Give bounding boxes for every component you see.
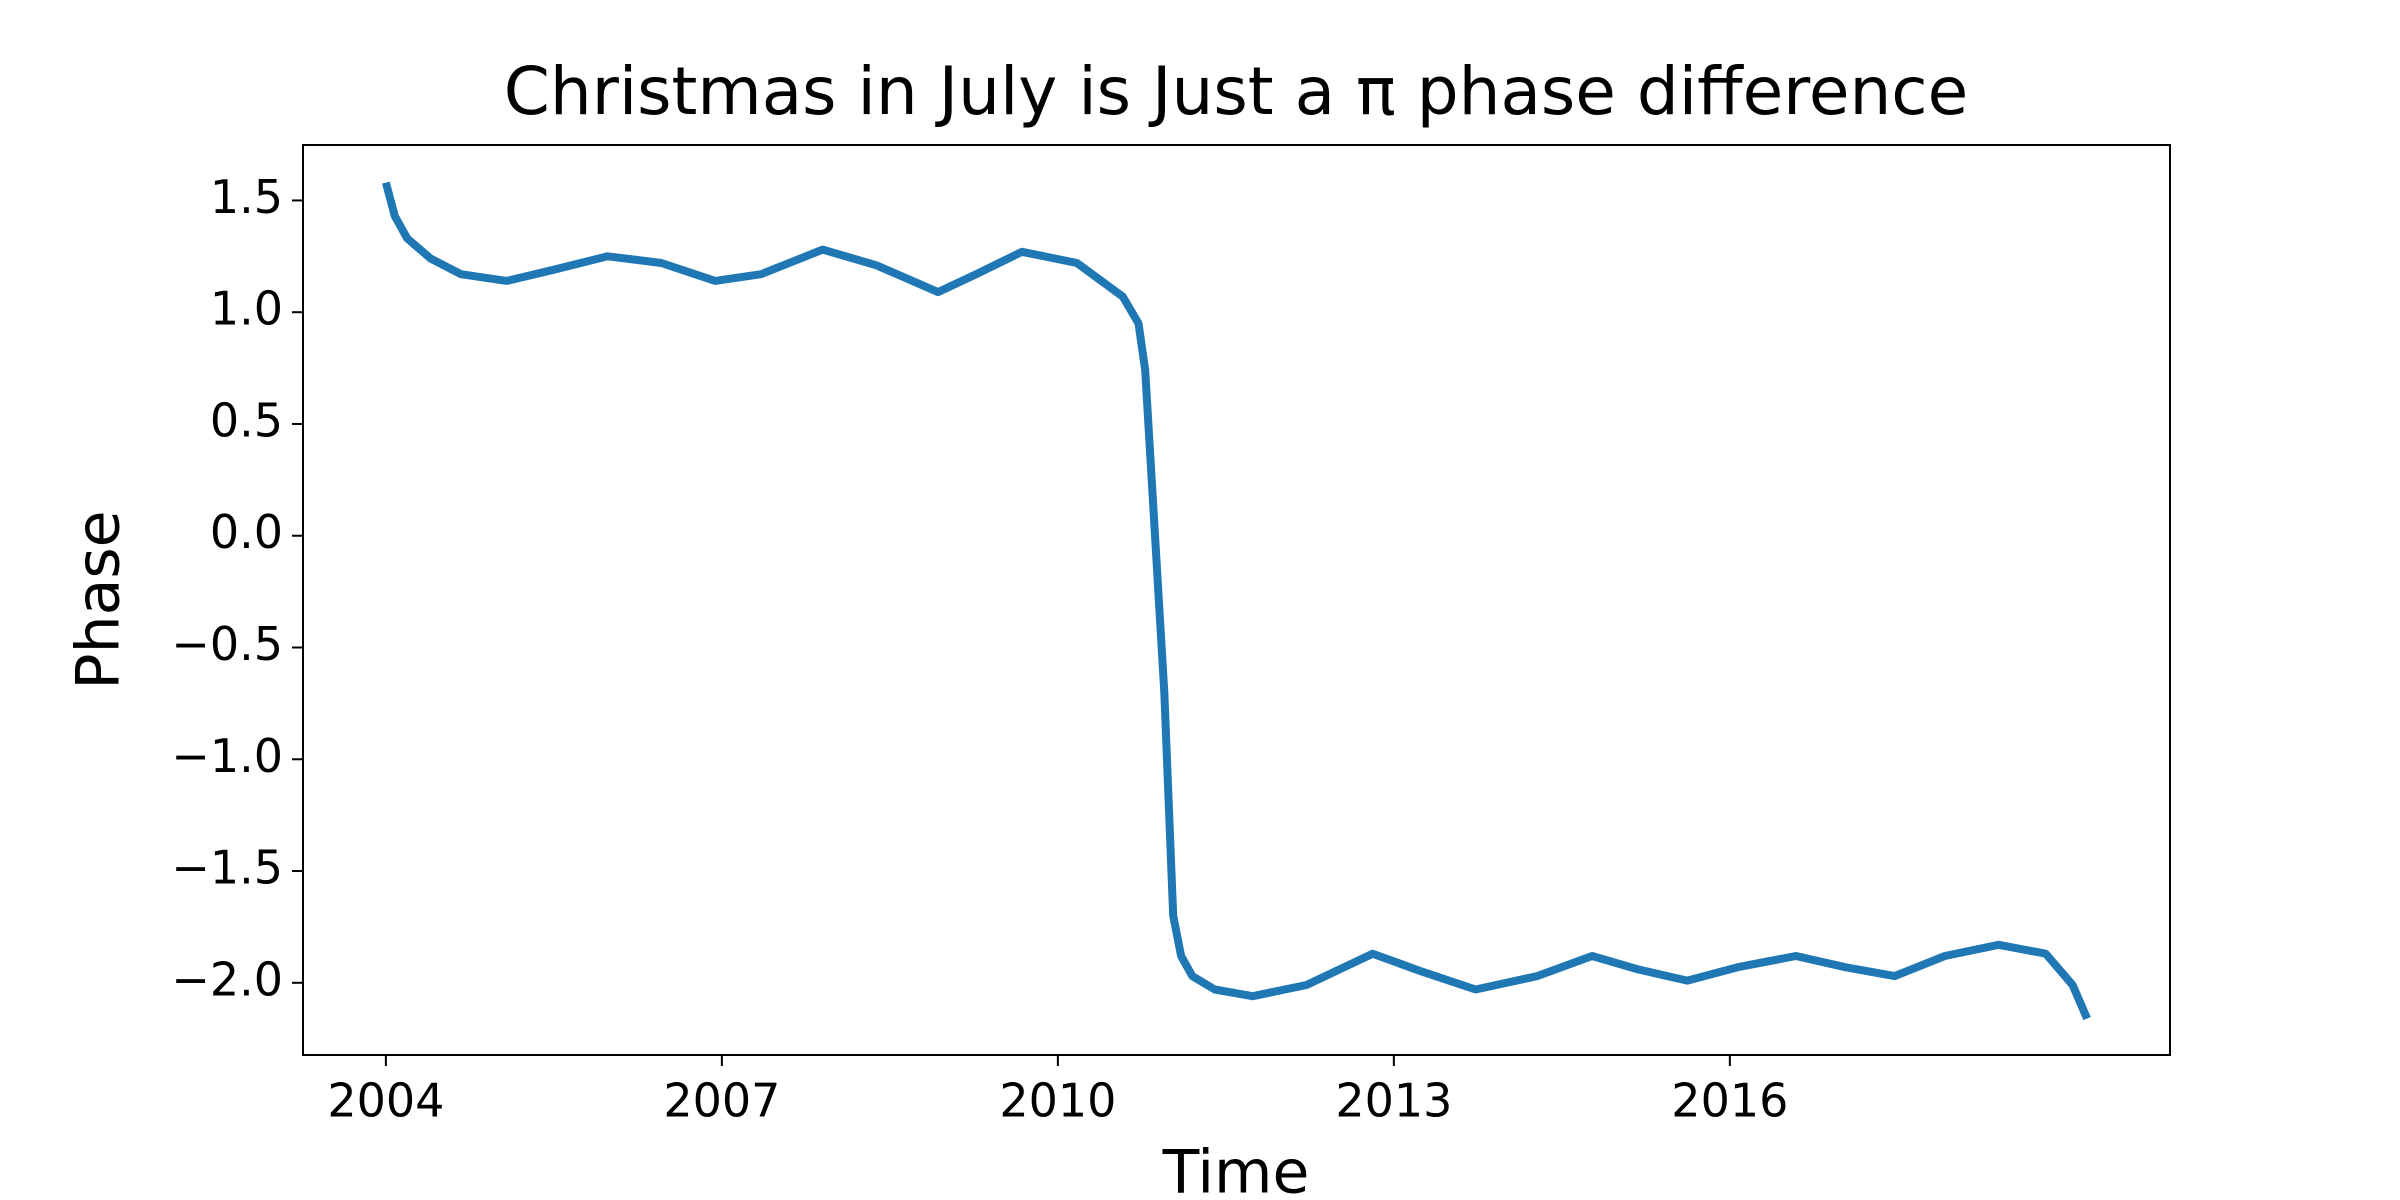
y-tick-label: 1.5	[210, 170, 283, 224]
x-tick-label: 2004	[327, 1074, 444, 1128]
y-tick-label: −1.0	[171, 729, 283, 783]
y-tick-label: 0.5	[210, 393, 283, 447]
x-tick-label: 2010	[999, 1074, 1116, 1128]
y-tick-label: 0.0	[210, 505, 283, 559]
x-tick-label: 2013	[1335, 1074, 1452, 1128]
y-tick-label: −1.5	[171, 841, 283, 895]
plot-frame	[302, 144, 2171, 1056]
y-tick-label: −2.0	[171, 952, 283, 1006]
x-tick-label: 2007	[663, 1074, 780, 1128]
y-axis-label: Phase	[64, 510, 134, 689]
x-axis-label: Time	[1162, 1138, 1310, 1200]
data-line	[382, 181, 2091, 1021]
y-tick-label: 1.0	[210, 282, 283, 336]
x-tick-label: 2016	[1671, 1074, 1788, 1128]
y-tick-label: −0.5	[171, 617, 283, 671]
chart-title: Christmas in July is Just a π phase diff…	[504, 53, 1968, 130]
